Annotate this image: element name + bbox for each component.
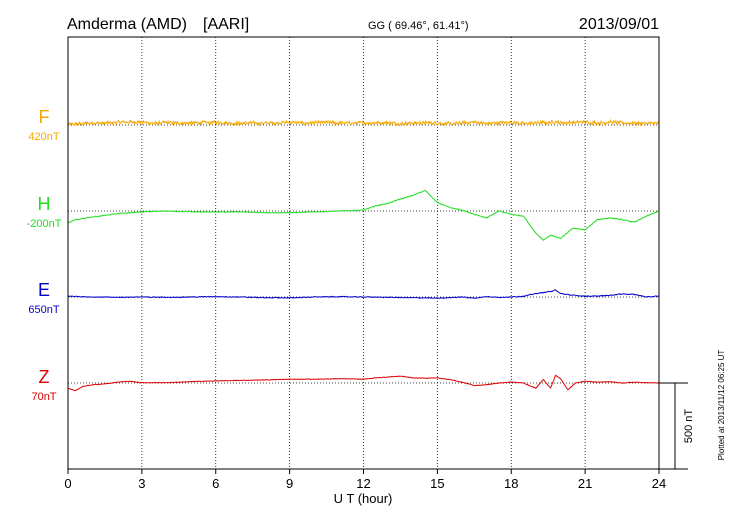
x-axis: 0 3 6 9 12 15 18 21 24 [64, 469, 666, 491]
channel-labels: F 420nT H -200nT E 650nT Z 70nT [27, 107, 62, 403]
series-line-z [67, 374, 660, 392]
channel-label-e: E [38, 280, 50, 300]
series-lines [67, 118, 660, 392]
scale-bar [659, 382, 688, 470]
x-axis-label: U T (hour) [334, 491, 393, 506]
x-tick-label-0: 0 [64, 476, 71, 491]
coordinates-label: GG ( 69.46°, 61.41°) [368, 20, 469, 32]
channel-label-z: Z [39, 367, 50, 387]
date-label: 2013/09/01 [579, 16, 659, 33]
x-tick-label-18: 18 [504, 476, 518, 491]
grid [68, 37, 659, 469]
x-tick-label-24: 24 [652, 476, 666, 491]
x-tick-label-3: 3 [138, 476, 145, 491]
baseline-label-e: 650nT [28, 304, 59, 316]
channel-label-h: H [38, 194, 51, 214]
scale-bar-label: 500 nT [683, 409, 695, 444]
network-label: [AARI] [203, 16, 249, 33]
x-tick-label-21: 21 [578, 476, 592, 491]
baseline-label-h: -200nT [27, 218, 62, 230]
baseline-label-z: 70nT [31, 391, 56, 403]
x-tick-label-12: 12 [356, 476, 370, 491]
series-line-f [67, 118, 659, 127]
station-title: Amderma (AMD) [67, 16, 187, 33]
channel-label-f: F [39, 107, 50, 127]
series-line-e [67, 289, 660, 300]
series-line-h [67, 190, 660, 241]
x-tick-label-15: 15 [430, 476, 444, 491]
x-tick-label-6: 6 [212, 476, 219, 491]
plotted-note: Plotted at 2013/11/12 06:25 UT [717, 350, 726, 461]
baseline-label-f: 420nT [28, 131, 59, 143]
x-tick-label-9: 9 [286, 476, 293, 491]
